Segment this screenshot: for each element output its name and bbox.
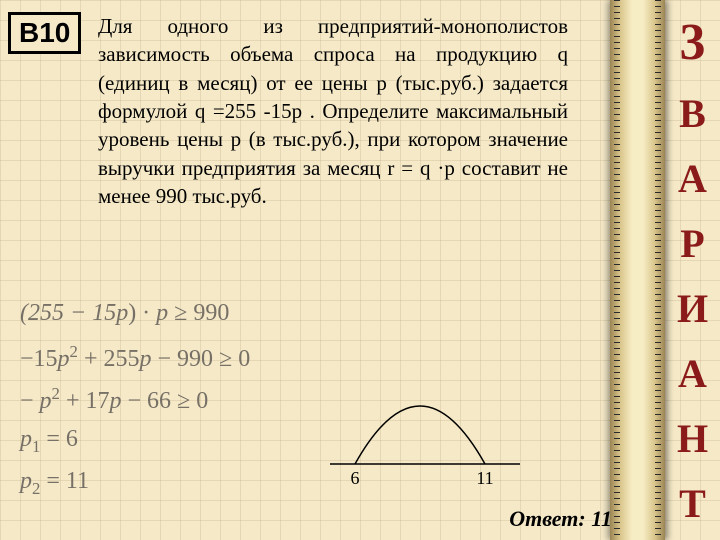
sidebar-letter: А (678, 354, 707, 394)
svg-text:11: 11 (476, 468, 493, 488)
ruler-decoration (610, 0, 665, 540)
math-line-2: −15p2 + 255p − 990 ≥ 0 (20, 342, 250, 373)
sidebar-letter: 3 (680, 17, 706, 69)
answer-label: Ответ: (509, 506, 585, 531)
answer: Ответ: 11 (509, 506, 612, 532)
math-line-3: − p2 + 17p − 66 ≥ 0 (20, 384, 208, 415)
problem-text: Для одного из предприятий-монополистов з… (98, 12, 568, 210)
math-line-4: p1 = 6 (20, 426, 78, 457)
sidebar-letter: А (678, 159, 707, 199)
sidebar-letter: Н (677, 419, 708, 459)
svg-text:6: 6 (351, 468, 360, 488)
answer-value: 11 (591, 506, 612, 531)
sidebar-variant: 3ВАРИАНТ (665, 0, 720, 540)
sidebar-letter: Р (680, 224, 704, 264)
sidebar-letter: Т (679, 484, 706, 524)
task-label: B10 (8, 12, 81, 54)
math-line-5: p2 = 11 (20, 468, 89, 499)
sidebar-letter: И (677, 289, 708, 329)
math-line-1: (255 − 15p) · p ≥ 990 (20, 300, 229, 327)
parabola-diagram: 6 11 (325, 400, 525, 490)
sidebar-letter: В (679, 94, 706, 134)
